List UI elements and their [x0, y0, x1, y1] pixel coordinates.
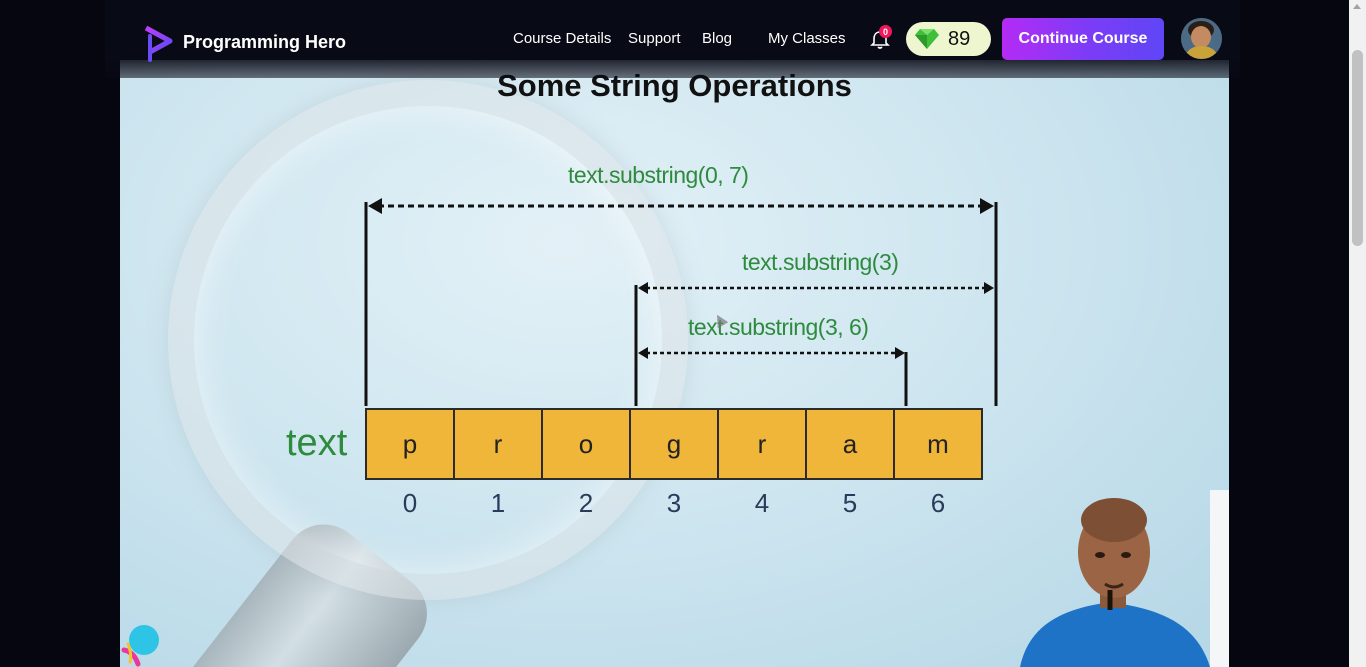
label-substring-3: text.substring(3)	[742, 249, 899, 275]
index-label: 4	[754, 488, 770, 518]
char-box: r	[453, 408, 543, 480]
scroll-up-arrow-icon[interactable]	[1353, 4, 1361, 9]
char-box: r	[717, 408, 807, 480]
index-label: 5	[842, 488, 858, 518]
nav-my-classes[interactable]: My Classes	[768, 30, 846, 47]
arrow-range-right-head	[895, 347, 905, 359]
lesson-video[interactable]: Some String Operations text.substring(0,…	[120, 60, 1229, 667]
programming-hero-logo-icon	[144, 25, 173, 62]
arrow-full-left-head	[368, 198, 382, 214]
arrow-full-right-head	[980, 198, 994, 214]
scroll-thumb[interactable]	[1352, 50, 1363, 246]
char-box: a	[805, 408, 895, 480]
avatar[interactable]	[1181, 18, 1222, 59]
variable-name: text	[286, 422, 348, 464]
label-substring-0-7: text.substring(0, 7)	[568, 162, 749, 188]
rocket-widget-icon[interactable]	[120, 620, 162, 667]
char-box: p	[365, 408, 455, 480]
nav-course-details[interactable]: Course Details	[513, 30, 612, 47]
brand-name: Programming Hero	[183, 31, 347, 52]
page-scrollbar[interactable]	[1349, 0, 1366, 667]
nav-support[interactable]: Support	[628, 30, 681, 47]
index-label: 2	[578, 488, 594, 518]
index-label: 3	[666, 488, 682, 518]
user-avatar-image	[1181, 18, 1222, 59]
index-label: 1	[490, 488, 506, 518]
label-substring-3-6: text.substring(3, 6)	[688, 314, 869, 340]
char-indices: 0 1 2 3 4 5 6	[365, 488, 983, 519]
arrow-range-left-head	[638, 347, 648, 359]
index-label: 6	[930, 488, 946, 518]
gem-counter[interactable]: 89	[906, 22, 991, 56]
char-box: m	[893, 408, 983, 480]
brand[interactable]: Programming Hero	[140, 22, 346, 62]
notification-badge: 0	[879, 25, 892, 38]
arrow-from3-left-head	[638, 282, 648, 294]
nav-blog[interactable]: Blog	[702, 30, 733, 47]
gem-count: 89	[948, 27, 971, 50]
gem-icon	[915, 29, 939, 49]
char-box: o	[541, 408, 631, 480]
char-box: g	[629, 408, 719, 480]
continue-course-button[interactable]: Continue Course	[1002, 18, 1164, 60]
substring-arrows	[364, 198, 998, 406]
char-boxes: p r o g r a m	[365, 408, 983, 480]
arrow-from3-right-head	[984, 282, 994, 294]
index-label: 0	[402, 488, 418, 518]
presenter-webcam	[1020, 490, 1229, 667]
